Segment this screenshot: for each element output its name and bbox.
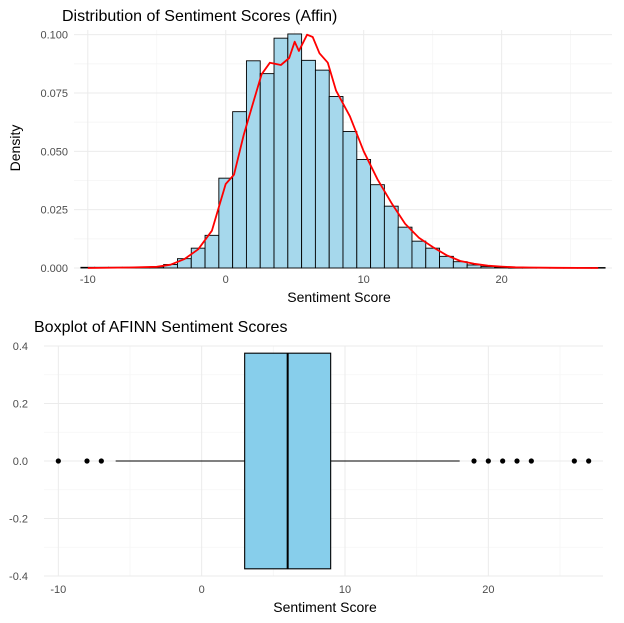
boxplot-y-tick-label: 0.2: [13, 399, 28, 411]
boxplot-outlier-point: [485, 458, 491, 464]
histogram-bar: [287, 33, 303, 269]
boxplot-y-tick-labels: -0.4 -0.2 0.0 0.2 0.4: [9, 341, 28, 583]
boxplot-x-axis-title: Sentiment Score: [273, 599, 377, 615]
boxplot-outlier-point: [55, 458, 61, 464]
histogram-y-tick-label: 0.000: [40, 263, 68, 275]
boxplot-outlier-point: [586, 458, 592, 464]
boxplot-outlier-point: [514, 458, 520, 464]
histogram-bar: [425, 247, 441, 269]
histogram-x-tick-labels: -10 0 10 20: [80, 274, 508, 286]
histogram-bar: [273, 37, 289, 269]
histogram-bar: [301, 59, 316, 269]
histogram-bar: [218, 177, 234, 269]
boxplot-y-tick-label: 0.0: [13, 456, 28, 468]
histogram-bar: [190, 247, 206, 269]
histogram-bar: [245, 60, 261, 269]
boxplot-outlier-point: [571, 458, 577, 464]
boxplot-x-tick-label: -10: [50, 584, 66, 596]
histogram-y-tick-label: 0.100: [40, 30, 68, 42]
histogram-panel: Distribution of Sentiment Scores (Affin)…: [7, 8, 612, 305]
histogram-bars: [80, 33, 606, 269]
boxplot-x-tick-label: 10: [339, 584, 351, 596]
boxplot-outlier-point: [500, 458, 506, 464]
boxplot-outlier-point: [528, 458, 534, 464]
boxplot-y-tick-label: -0.2: [9, 514, 28, 526]
histogram-y-axis-title: Density: [7, 125, 23, 172]
histogram-bar: [397, 226, 413, 269]
boxplot-marks: [55, 352, 592, 570]
boxplot-x-tick-labels: -10 0 10 20: [50, 584, 494, 596]
histogram-y-tick-label: 0.050: [40, 146, 68, 158]
histogram-x-tick-label: 20: [496, 274, 508, 286]
histogram-x-tick-label: 10: [358, 274, 370, 286]
boxplot-outlier-point: [471, 458, 477, 464]
boxplot-x-tick-label: 20: [482, 584, 494, 596]
histogram-bar: [411, 240, 427, 269]
histogram-bar: [466, 264, 482, 269]
boxplot-outlier-point: [98, 458, 104, 464]
histogram-y-tick-label: 0.025: [40, 205, 68, 217]
histogram-x-tick-label: -10: [80, 274, 96, 286]
boxplot-panel: Boxplot of AFINN Sentiment Scores -0.4-0…: [9, 319, 603, 615]
histogram-bar: [204, 234, 220, 269]
boxplot-outlier-point: [84, 458, 90, 464]
histogram-x-axis-title: Sentiment Score: [287, 289, 391, 305]
boxplot-title: Boxplot of AFINN Sentiment Scores: [34, 319, 287, 336]
histogram-bar: [328, 96, 344, 269]
histogram-y-tick-labels: 0.000 0.025 0.050 0.075 0.100: [40, 30, 68, 275]
histogram-bar: [314, 69, 330, 269]
histogram-bar: [342, 131, 358, 269]
histogram-x-tick-label: 0: [223, 274, 229, 286]
density-curve-group: [87, 33, 599, 269]
histogram-title: Distribution of Sentiment Scores (Affin): [62, 8, 337, 25]
histogram-bar: [259, 73, 275, 269]
histogram-bar: [383, 205, 399, 269]
histogram-bar: [370, 184, 385, 269]
histogram-bar: [356, 159, 372, 269]
boxplot-y-tick-label: 0.4: [13, 341, 28, 353]
density-curve: [87, 33, 599, 269]
boxplot-x-tick-label: 0: [199, 584, 205, 596]
boxplot-y-tick-label: -0.4: [9, 571, 28, 583]
histogram-y-tick-label: 0.075: [40, 88, 68, 100]
